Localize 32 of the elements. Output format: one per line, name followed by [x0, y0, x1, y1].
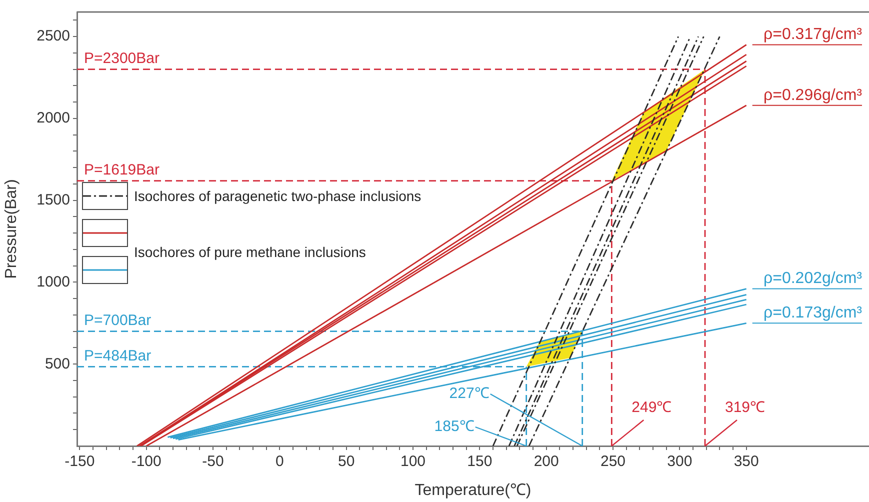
- x-tick-label: 100: [400, 453, 426, 470]
- legend-label: Isochores of paragenetic two-phase inclusions: [134, 188, 422, 204]
- annotation: P=484Bar: [84, 347, 152, 364]
- annotation: P=1619Bar: [84, 161, 160, 178]
- y-axis-title: Pressure(Bar): [3, 179, 20, 279]
- annotation: 249℃: [632, 399, 672, 416]
- x-tick-label: 0: [275, 453, 284, 470]
- x-tick-label: 50: [338, 453, 355, 470]
- annotation: 227℃: [449, 385, 490, 402]
- x-tick-label: 300: [667, 453, 692, 470]
- y-tick-label: 500: [44, 355, 70, 372]
- y-tick-label: 1000: [36, 273, 70, 290]
- x-axis-title: Temperature(℃): [414, 482, 532, 499]
- y-tick-label: 2500: [36, 28, 70, 45]
- annotation: 185℃: [434, 418, 474, 436]
- annotation: P=700Bar: [84, 312, 152, 329]
- y-tick-label: 2000: [36, 110, 70, 127]
- x-tick-label: 250: [600, 453, 626, 470]
- x-tick-label: -150: [64, 453, 95, 470]
- x-tick-label: -50: [202, 453, 224, 470]
- x-tick-label: 350: [734, 453, 759, 470]
- x-tick-label: 200: [534, 453, 559, 470]
- x-tick-label: 150: [467, 453, 492, 470]
- y-tick-label: 1500: [36, 191, 70, 208]
- annotation: ρ=0.202g/cm³: [764, 270, 863, 288]
- annotation: ρ=0.317g/cm³: [764, 26, 863, 44]
- x-tick-label: -100: [131, 453, 162, 470]
- annotation: ρ=0.173g/cm³: [764, 304, 863, 322]
- annotation: 319℃: [725, 399, 766, 416]
- text: Isochores of pure methane inclusions: [134, 244, 366, 260]
- annotation: ρ=0.296g/cm³: [764, 86, 863, 104]
- annotation: P=2300Bar: [84, 50, 160, 67]
